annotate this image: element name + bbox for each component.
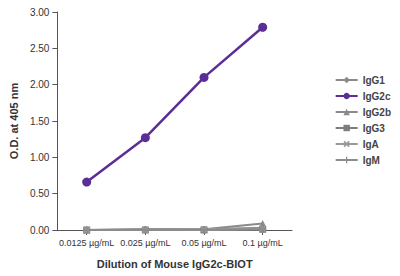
svg-text:IgG3: IgG3 bbox=[363, 123, 386, 134]
svg-text:IgG2c: IgG2c bbox=[363, 91, 391, 102]
svg-text:2.00: 2.00 bbox=[30, 79, 50, 90]
svg-text:0.00: 0.00 bbox=[30, 225, 50, 236]
svg-text:0.05 µg/mL: 0.05 µg/mL bbox=[181, 238, 226, 248]
svg-text:0.0125 µg/mL: 0.0125 µg/mL bbox=[59, 238, 114, 248]
svg-text:O.D. at 405 nm: O.D. at 405 nm bbox=[8, 83, 20, 160]
svg-text:IgG1: IgG1 bbox=[363, 75, 386, 86]
svg-text:IgA: IgA bbox=[363, 139, 379, 150]
svg-text:0.025 µg/mL: 0.025 µg/mL bbox=[120, 238, 170, 248]
svg-text:1.50: 1.50 bbox=[30, 116, 50, 127]
svg-text:0.1 µg/mL: 0.1 µg/mL bbox=[243, 238, 283, 248]
svg-text:Dilution of Mouse IgG2c-BIOT: Dilution of Mouse IgG2c-BIOT bbox=[97, 258, 253, 270]
svg-text:1.00: 1.00 bbox=[30, 152, 50, 163]
svg-text:0.50: 0.50 bbox=[30, 188, 50, 199]
svg-text:2.50: 2.50 bbox=[30, 43, 50, 54]
svg-text:3.00: 3.00 bbox=[30, 7, 50, 18]
svg-text:IgG2b: IgG2b bbox=[363, 107, 391, 118]
svg-text:IgM: IgM bbox=[363, 155, 380, 166]
